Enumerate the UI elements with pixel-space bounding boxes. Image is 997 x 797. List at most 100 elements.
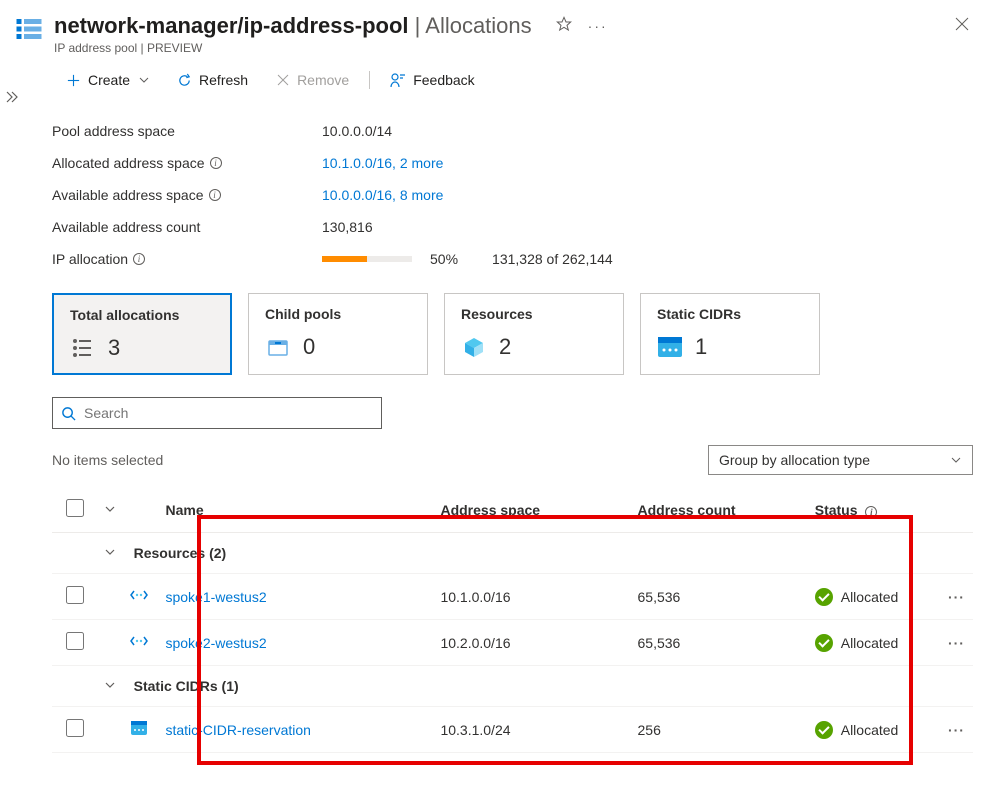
tile-resources[interactable]: Resources 2 xyxy=(444,293,624,375)
pool-address-space-value: 10.0.0.0/14 xyxy=(322,123,392,139)
group-by-label: Group by allocation type xyxy=(719,452,870,468)
group-header-static: Static CIDRs (1) xyxy=(126,666,973,707)
row-address-space: 10.3.1.0/24 xyxy=(432,707,629,753)
column-name[interactable]: Name xyxy=(157,487,432,533)
row-checkbox[interactable] xyxy=(66,632,84,650)
expand-all-toggle[interactable] xyxy=(104,503,116,515)
available-address-space-label: Available address space xyxy=(52,187,204,203)
group-toggle-resources[interactable] xyxy=(104,546,116,558)
create-button-label: Create xyxy=(88,72,130,88)
breadcrumb-section: Allocations xyxy=(425,13,531,38)
cube-icon xyxy=(461,334,487,360)
cidr-icon xyxy=(130,724,148,740)
expand-menu-button[interactable] xyxy=(0,86,22,111)
search-box[interactable] xyxy=(52,397,382,429)
tile-static-cidrs[interactable]: Static CIDRs 1 xyxy=(640,293,820,375)
resource-link[interactable]: spoke2-westus2 xyxy=(165,635,266,651)
summary-tiles: Total allocations 3 Child pools 0 xyxy=(52,293,973,375)
tile-total-label: Total allocations xyxy=(70,307,214,323)
row-more-button[interactable]: ··· xyxy=(944,589,965,605)
remove-button: Remove xyxy=(262,67,363,93)
selection-status: No items selected xyxy=(52,452,163,468)
remove-button-label: Remove xyxy=(297,72,349,88)
resource-link[interactable]: static-CIDR-reservation xyxy=(165,722,310,738)
column-address-space[interactable]: Address space xyxy=(432,487,629,533)
pool-icon xyxy=(265,334,291,360)
success-icon xyxy=(815,721,833,739)
pool-address-space-label: Pool address space xyxy=(52,123,322,139)
page-subtitle: IP address pool | PREVIEW xyxy=(54,41,973,55)
tile-static-label: Static CIDRs xyxy=(657,306,803,322)
row-status: Allocated xyxy=(841,635,899,651)
cidr-icon xyxy=(657,334,683,360)
row-status: Allocated xyxy=(841,589,899,605)
available-address-count-label: Available address count xyxy=(52,219,322,235)
available-address-count-value: 130,816 xyxy=(322,219,373,235)
tile-child-pools[interactable]: Child pools 0 xyxy=(248,293,428,375)
info-icon[interactable] xyxy=(133,253,145,265)
refresh-button[interactable]: Refresh xyxy=(163,67,262,93)
toolbar-separator xyxy=(369,71,370,89)
feedback-button-label: Feedback xyxy=(413,72,474,88)
tile-resources-label: Resources xyxy=(461,306,607,322)
success-icon xyxy=(815,588,833,606)
row-checkbox[interactable] xyxy=(66,719,84,737)
table-row: static-CIDR-reservation 10.3.1.0/24 256 … xyxy=(52,707,973,753)
success-icon xyxy=(815,634,833,652)
resource-type-icon xyxy=(14,14,44,44)
tile-static-count: 1 xyxy=(695,334,707,360)
list-icon xyxy=(70,335,96,361)
table-row: spoke2-westus2 10.2.0.0/16 65,536 Alloca… xyxy=(52,620,973,666)
available-address-space-link[interactable]: 10.0.0.0/16, 8 more xyxy=(322,187,443,203)
chevron-down-icon xyxy=(950,454,962,466)
refresh-button-label: Refresh xyxy=(199,72,248,88)
row-address-space: 10.2.0.0/16 xyxy=(432,620,629,666)
vnet-icon xyxy=(130,637,148,653)
select-all-checkbox[interactable] xyxy=(66,499,84,517)
tile-child-count: 0 xyxy=(303,334,315,360)
info-icon[interactable] xyxy=(865,506,877,518)
vnet-icon xyxy=(130,591,148,607)
row-more-button[interactable]: ··· xyxy=(944,722,965,738)
create-button[interactable]: Create xyxy=(52,67,163,93)
tile-child-label: Child pools xyxy=(265,306,411,322)
properties-section: Pool address space 10.0.0.0/14 Allocated… xyxy=(52,115,973,275)
ip-allocation-progress-fill xyxy=(322,256,367,262)
ip-allocation-text: 131,328 of 262,144 xyxy=(492,251,613,267)
command-bar: Create Refresh Remove Feedback xyxy=(0,59,997,103)
group-toggle-static[interactable] xyxy=(104,679,116,691)
search-icon xyxy=(61,406,76,421)
info-icon[interactable] xyxy=(210,157,222,169)
ip-allocation-progress xyxy=(322,256,412,262)
row-more-button[interactable]: ··· xyxy=(944,635,965,651)
tile-total-allocations[interactable]: Total allocations 3 xyxy=(52,293,232,375)
ip-allocation-label: IP allocation xyxy=(52,251,128,267)
more-actions-button[interactable]: ··· xyxy=(584,14,612,38)
page-header: network-manager/ip-address-pool | Alloca… xyxy=(0,0,997,59)
breadcrumb-resource: network-manager/ip-address-pool xyxy=(54,13,409,38)
row-address-count: 65,536 xyxy=(630,574,807,620)
row-address-count: 65,536 xyxy=(630,620,807,666)
feedback-button[interactable]: Feedback xyxy=(376,67,488,93)
allocated-address-space-link[interactable]: 10.1.0.0/16, 2 more xyxy=(322,155,443,171)
column-address-count[interactable]: Address count xyxy=(630,487,807,533)
allocations-table-wrap: Name Address space Address count Status xyxy=(52,487,973,753)
ip-allocation-percent: 50% xyxy=(430,251,458,267)
group-by-dropdown[interactable]: Group by allocation type xyxy=(708,445,973,475)
row-checkbox[interactable] xyxy=(66,586,84,604)
breadcrumb: network-manager/ip-address-pool | Alloca… xyxy=(54,13,532,39)
tile-resources-count: 2 xyxy=(499,334,511,360)
group-header-resources: Resources (2) xyxy=(126,533,973,574)
table-row: spoke1-westus2 10.1.0.0/16 65,536 Alloca… xyxy=(52,574,973,620)
column-status[interactable]: Status xyxy=(815,502,858,518)
info-icon[interactable] xyxy=(209,189,221,201)
search-input[interactable] xyxy=(84,405,373,421)
row-status: Allocated xyxy=(841,722,899,738)
resource-link[interactable]: spoke1-westus2 xyxy=(165,589,266,605)
tile-total-count: 3 xyxy=(108,335,120,361)
allocated-address-space-label: Allocated address space xyxy=(52,155,205,171)
allocations-table: Name Address space Address count Status xyxy=(52,487,973,753)
close-blade-button[interactable] xyxy=(951,13,973,38)
row-address-count: 256 xyxy=(630,707,807,753)
favorite-button[interactable] xyxy=(552,12,576,39)
